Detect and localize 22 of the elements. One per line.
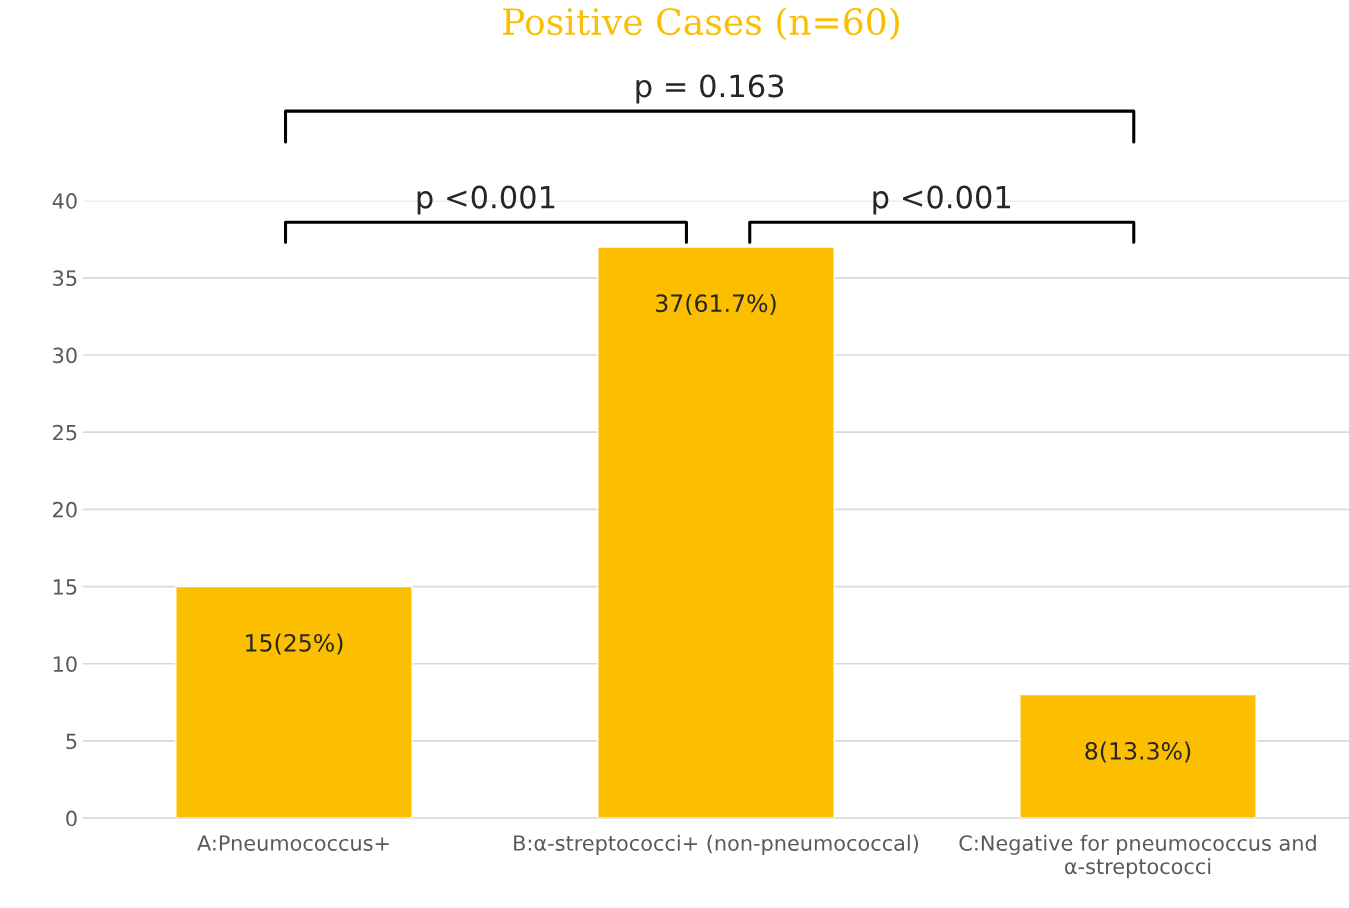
x-tick-label: A:Pneumococcus+ [197,835,389,851]
x-tick-label: B:α-streptococci+ (non-pneumococcal) [514,834,919,855]
bar [175,585,413,819]
bar [1019,693,1257,819]
y-tick-label: 10 [53,656,77,672]
y-tick-label: 5 [66,733,77,750]
bar [597,246,835,819]
y-tick-label: 20 [53,501,77,518]
y-tick-label: 40 [52,193,77,209]
y-tick-label: 15 [53,579,77,595]
data-label: 8(13.3%) [1085,741,1191,763]
data-label: 15(25%) [246,633,343,655]
y-tick-label: 35 [53,270,77,287]
annotation: p <0.001 [873,185,1011,215]
y-tick-label: 0 [66,810,77,827]
annotation: p <0.001 [417,185,555,215]
data-label: 37(61.7%) [656,293,776,315]
y-tick-label: 30 [53,347,77,364]
x-tick-label: C:Negative for pneumococcus and α-streptococci [959,834,1316,879]
y-tick-label: 25 [53,424,77,441]
text: p = 0.163 [636,74,784,104]
chart-title: Positive Cases (n=60) [503,7,899,41]
